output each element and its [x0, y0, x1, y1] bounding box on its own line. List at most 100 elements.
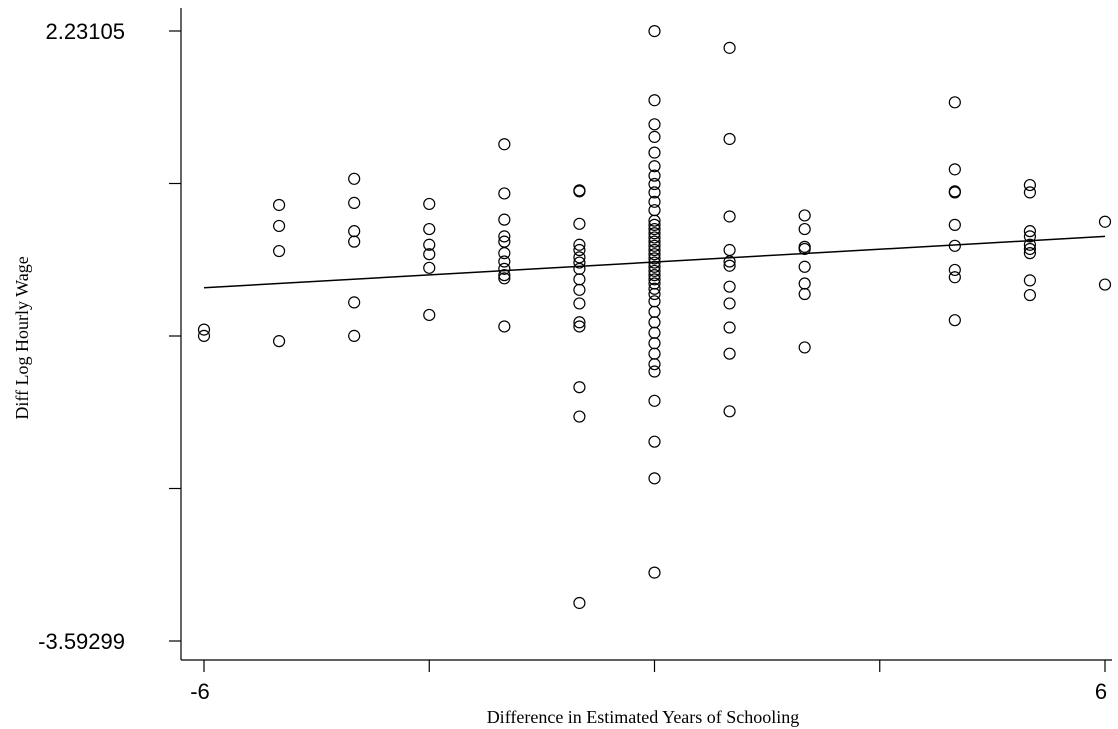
data-point [648, 252, 661, 265]
data-point [648, 273, 661, 286]
fit-line-group [203, 235, 1106, 289]
data-point [948, 96, 961, 109]
data-point [948, 186, 961, 199]
y-tick-label: 2.23105 [45, 19, 125, 44]
data-point [948, 314, 961, 327]
data-point [648, 118, 661, 131]
data-point [1023, 178, 1037, 192]
x-tick-label: 6 [1095, 679, 1107, 704]
data-point [197, 323, 211, 336]
data-point [573, 185, 586, 198]
data-point [648, 177, 661, 191]
data-point [1023, 247, 1037, 260]
data-point [648, 282, 661, 295]
data-point [498, 262, 511, 275]
data-point [272, 335, 286, 348]
axes [180, 8, 1112, 661]
data-point [723, 321, 736, 334]
data-point [648, 195, 661, 208]
data-point [723, 255, 736, 268]
axis-ticks [169, 30, 1106, 672]
tick-labels: 2.23105 -3.59299 -6 6 [38, 19, 1107, 704]
data-point [723, 280, 736, 293]
data-point [648, 160, 661, 173]
data-point [573, 283, 586, 296]
data-point [948, 263, 961, 277]
data-point [648, 347, 661, 360]
data-point [648, 243, 661, 257]
data-point [423, 222, 436, 236]
data-point [648, 239, 661, 252]
data-point [272, 219, 286, 233]
data-point [648, 472, 661, 485]
data-point [573, 184, 586, 197]
data-point [573, 410, 586, 423]
data-point [723, 347, 736, 360]
data-point [648, 25, 661, 38]
data-point [723, 132, 736, 146]
data-point [1023, 230, 1037, 243]
data-point [573, 262, 586, 275]
data-point [723, 405, 736, 418]
data-point [573, 256, 586, 269]
data-point [723, 41, 736, 54]
x-axis-label: Difference in Estimated Years of Schooli… [487, 707, 800, 727]
data-point [498, 213, 511, 226]
data-point [272, 244, 286, 258]
data-point [573, 320, 586, 333]
data-point [1023, 186, 1037, 199]
data-point [498, 269, 511, 282]
data-point [798, 341, 811, 354]
data-points [197, 25, 1112, 610]
data-point [648, 264, 661, 278]
data-point [798, 209, 811, 222]
data-point [648, 227, 661, 240]
data-point [1023, 225, 1037, 238]
x-tick-label: -6 [190, 679, 210, 704]
data-point [648, 295, 661, 308]
data-point [648, 222, 661, 236]
data-point [498, 230, 511, 243]
data-point [1023, 288, 1037, 302]
data-point [573, 217, 586, 230]
data-point [573, 381, 586, 394]
data-point [648, 394, 661, 407]
data-point [648, 316, 661, 329]
data-point [423, 261, 436, 274]
data-point [348, 225, 361, 238]
data-point [798, 242, 811, 256]
data-point [348, 329, 361, 342]
data-point [948, 163, 961, 176]
data-point [1098, 278, 1112, 291]
data-point [648, 235, 661, 248]
data-point [348, 172, 361, 185]
y-tick-label: -3.59299 [38, 629, 125, 654]
data-point [648, 269, 661, 282]
data-point [648, 435, 661, 448]
data-point [648, 169, 661, 182]
data-point [423, 308, 436, 322]
data-point [948, 271, 961, 284]
data-point [723, 297, 736, 310]
data-point [498, 320, 511, 333]
data-point [648, 287, 661, 301]
regression-line [203, 235, 1106, 289]
data-point [423, 248, 436, 261]
data-point [948, 185, 961, 198]
data-point [1023, 274, 1037, 287]
data-point [648, 186, 661, 199]
data-point [648, 130, 661, 143]
data-point [648, 358, 661, 371]
data-point [1098, 215, 1112, 228]
data-point [498, 247, 511, 260]
data-point [1023, 242, 1037, 256]
data-point [498, 272, 511, 285]
data-point [573, 596, 586, 610]
data-point [573, 273, 586, 286]
data-point [648, 566, 661, 579]
data-point [648, 256, 661, 269]
data-point [648, 231, 661, 244]
data-point [648, 248, 661, 261]
data-point [1023, 238, 1037, 251]
data-point [348, 296, 361, 309]
